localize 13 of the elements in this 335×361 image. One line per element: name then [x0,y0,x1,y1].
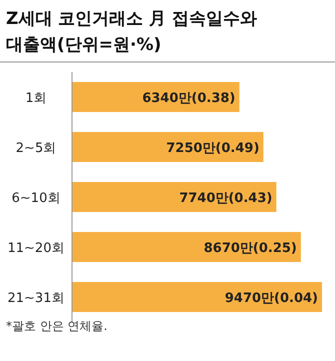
y-tick-label: 21~31회 [8,291,64,306]
y-tick-label: 1회 [25,91,47,106]
annotation: *괄호 안은 연체율. [6,319,108,333]
y-tick-label: 11~20회 [8,241,64,256]
data-label: 6340만(0.38) [142,91,236,106]
y-tick-label: 6~10회 [12,191,60,206]
chart-subtitle: 대출액(단위=원·%) [6,35,162,55]
data-label: 9470만(0.04) [224,291,318,306]
chart-title: Z세대 코인거래소 月 접속일수와 [6,9,258,29]
data-label: 7250만(0.49) [166,141,260,156]
data-label: 8670만(0.25) [204,241,297,256]
y-tick-label: 2~5회 [16,141,56,156]
data-label: 7740만(0.43) [179,191,272,206]
